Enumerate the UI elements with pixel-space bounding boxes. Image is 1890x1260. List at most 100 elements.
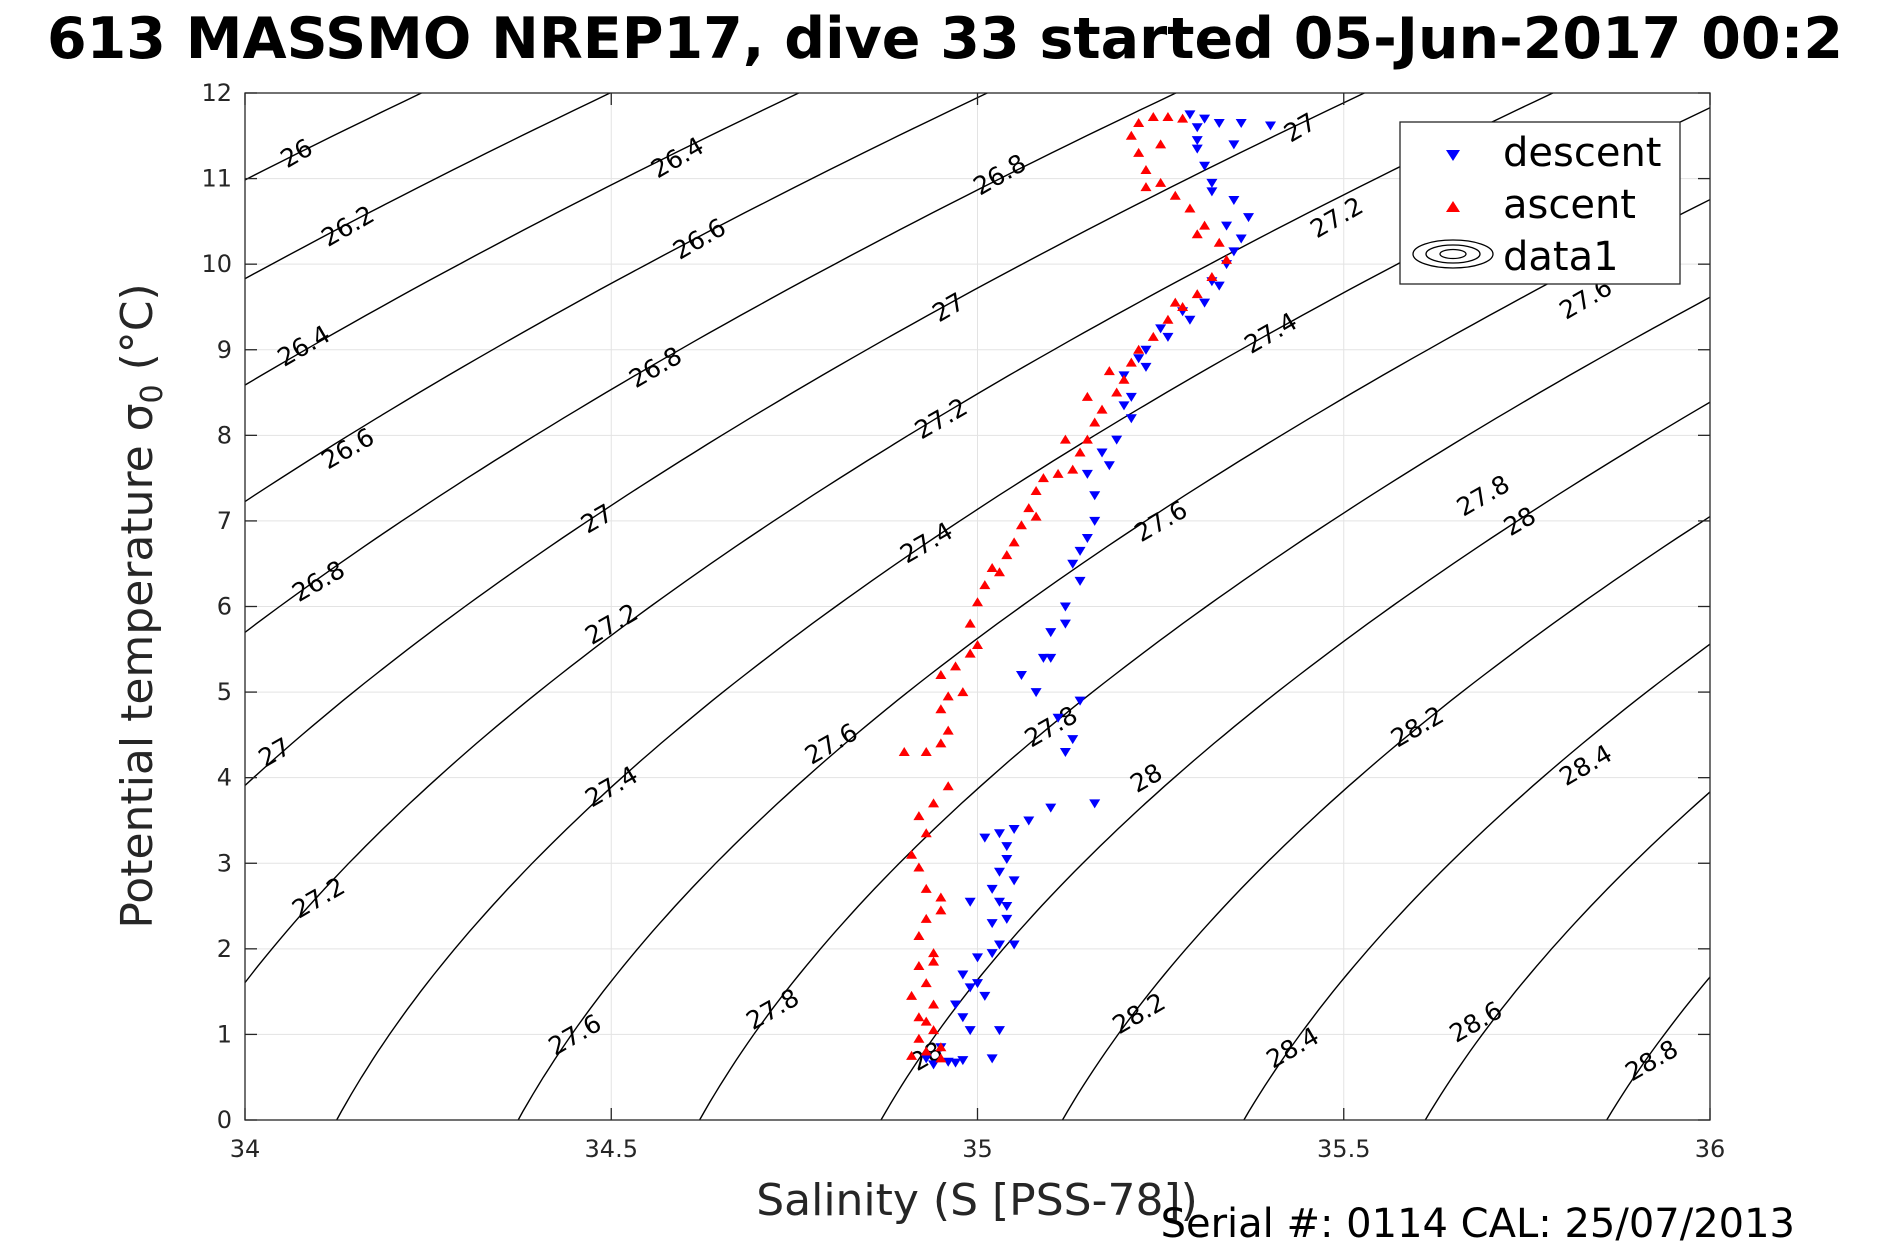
ascent-point (1081, 391, 1093, 401)
ascent-point (928, 1025, 940, 1035)
ascent-point (1199, 220, 1211, 230)
descent-point (1199, 161, 1211, 171)
descent-point (950, 1058, 962, 1068)
density-contour-line (1243, 643, 1710, 1120)
descent-point (1089, 516, 1101, 526)
descent-point (1221, 221, 1233, 231)
ascent-point (1177, 301, 1189, 311)
ascent-point (1001, 550, 1013, 560)
y-axis-label: Potential temperature σ0 (°C) (112, 283, 170, 928)
descent-point (1213, 281, 1225, 291)
descent-point (1235, 118, 1247, 128)
ascent-point (972, 640, 983, 650)
ascent-point (964, 648, 976, 658)
ascent-point (935, 704, 947, 714)
descent-point (920, 1054, 932, 1064)
descent-point (1118, 401, 1130, 411)
legend-ascent-label: ascent (1503, 182, 1636, 228)
ascent-point (1133, 147, 1145, 157)
y-axis-label-subscript: 0 (135, 384, 170, 403)
x-tick-label: 34.5 (585, 1135, 638, 1163)
descent-point (1228, 247, 1240, 257)
ascent-point (1133, 117, 1145, 127)
y-tick-label: 0 (217, 1106, 232, 1134)
descent-point (1228, 140, 1240, 150)
ascent-point (1008, 537, 1020, 547)
ascent-point (906, 1050, 918, 1060)
descent-point (1155, 324, 1167, 334)
grid-lines (245, 93, 1710, 1120)
descent-point (1001, 842, 1013, 852)
descent-point (957, 970, 969, 980)
descent-point (986, 949, 998, 959)
ascent-point (913, 811, 925, 821)
ascent-point (913, 930, 925, 940)
descent-point (1125, 414, 1137, 424)
chart-title: 613 MASSMO NREP17, dive 33 started 05-Ju… (47, 6, 1843, 72)
ascent-point (1015, 520, 1027, 530)
ascent-point (1118, 374, 1130, 384)
ascent-point (935, 669, 947, 679)
descent-point (1030, 688, 1042, 698)
ascent-point (942, 691, 954, 701)
density-contour-line (245, 93, 612, 280)
ascent-point (1030, 511, 1042, 521)
ascent-point (1023, 503, 1035, 513)
ascent-point (1162, 111, 1174, 121)
descent-point (1213, 118, 1225, 128)
descent-point (986, 884, 998, 894)
ascent-point (1074, 447, 1086, 457)
ascent-point (920, 828, 932, 838)
ascent-point (1140, 165, 1152, 175)
descent-point (1081, 534, 1093, 544)
descent-point (979, 833, 991, 843)
y-tick-label: 10 (201, 250, 232, 278)
ascent-point (950, 661, 962, 671)
descent-point (1001, 914, 1013, 924)
descent-point (1045, 653, 1057, 663)
x-tick-label: 35.5 (1317, 1135, 1370, 1163)
ascent-point (964, 618, 976, 628)
ascent-point (993, 567, 1005, 577)
ascent-point (942, 781, 954, 791)
density-contours (245, 93, 1710, 1120)
ascent-point (1155, 139, 1167, 149)
legend-data1-contour-icon (1412, 239, 1494, 269)
density-contour-line (245, 93, 989, 503)
y-tick-label: 8 (217, 421, 232, 449)
ascent-point (920, 1016, 932, 1026)
descent-point (1199, 114, 1211, 124)
ascent-point (957, 687, 969, 697)
ascent-point (1155, 177, 1167, 187)
descent-point (1206, 187, 1218, 197)
ascent-point (906, 990, 918, 1000)
ascent-point (1162, 314, 1174, 324)
descent-point (1015, 670, 1027, 680)
descent-point (1265, 121, 1276, 131)
descent-point (1059, 602, 1071, 612)
descent-point (957, 1013, 969, 1023)
density-contour-line (245, 93, 1178, 634)
descent-point (1191, 136, 1203, 146)
descent-point (964, 1026, 976, 1036)
density-contour-line (245, 93, 1555, 984)
legend-descent-label: descent (1503, 130, 1661, 176)
ascent-point (1096, 404, 1108, 414)
ascent-point (1147, 111, 1159, 121)
descent-point (993, 867, 1005, 877)
descent-point (1089, 799, 1101, 809)
ascent-point (942, 725, 954, 735)
ascent-point (920, 746, 932, 756)
y-tick-label: 2 (217, 935, 232, 963)
legend-descent-marker (1446, 150, 1460, 161)
y-tick-label: 5 (217, 678, 232, 706)
ascent-point (1111, 387, 1123, 397)
descent-point (1199, 298, 1211, 308)
ascent-point (986, 562, 998, 572)
descent-point (1140, 345, 1152, 355)
descent-point (928, 1060, 940, 1070)
ascent-point (1133, 344, 1145, 354)
descent-point (1067, 735, 1079, 745)
descent-point (1008, 825, 1020, 835)
